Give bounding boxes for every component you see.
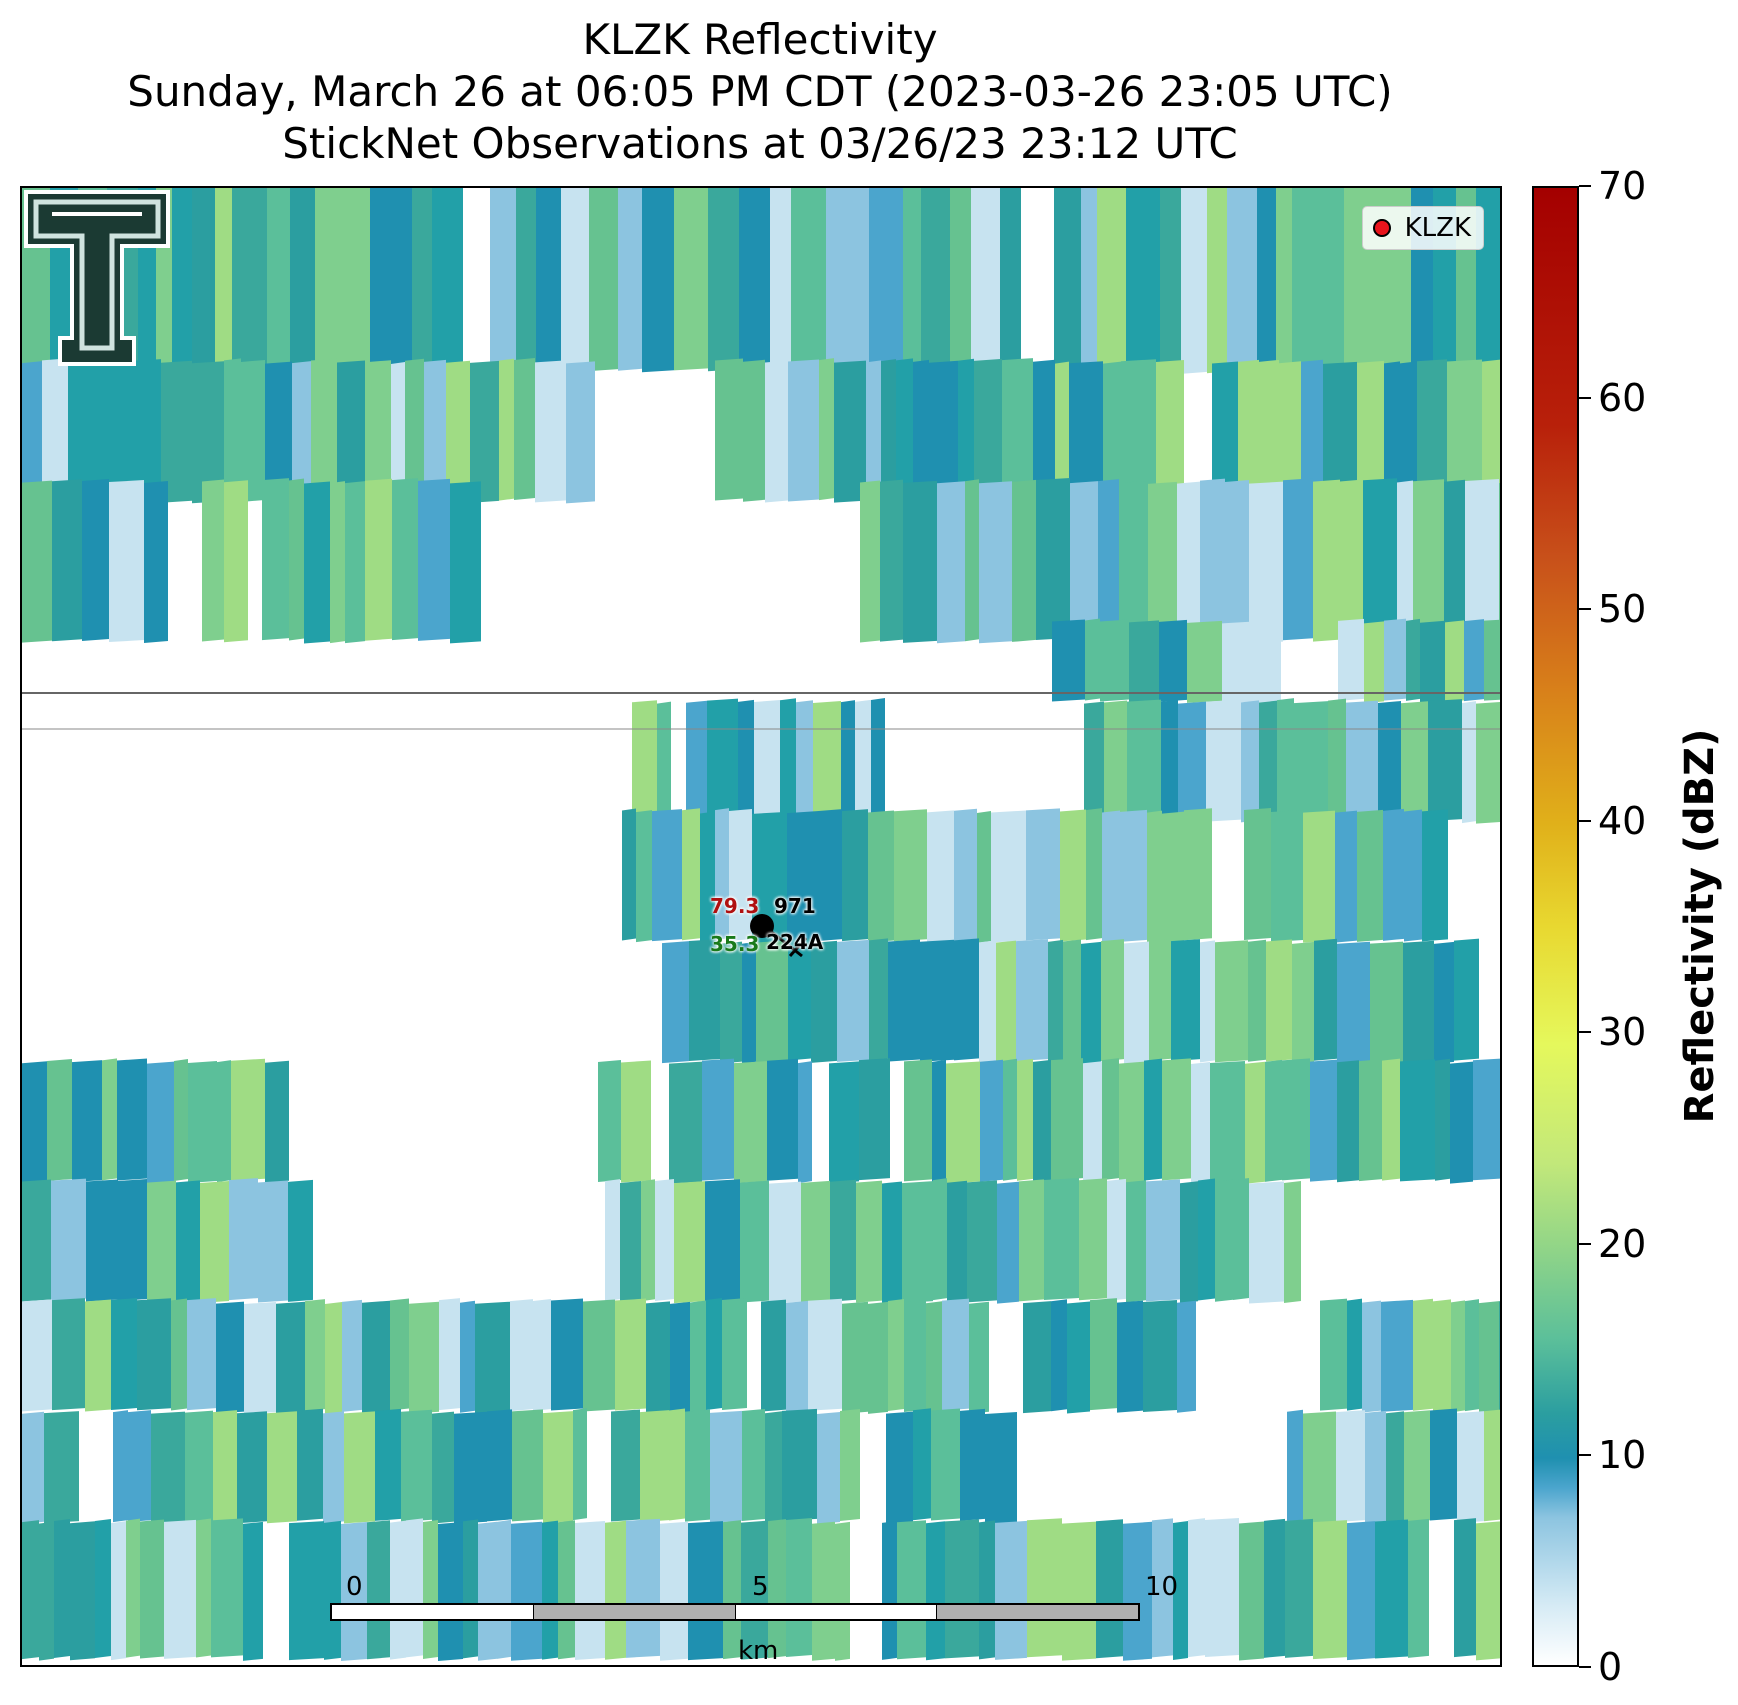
map-overlay	[22, 692, 1500, 958]
colorbar-tick-label: 30	[1598, 1010, 1647, 1055]
colorbar-tick-mark	[1579, 1242, 1591, 1245]
reflectivity-field	[22, 188, 1500, 1661]
scale-tick-10: 10	[1145, 1572, 1179, 1602]
colorbar-tick-mark	[1579, 396, 1591, 399]
colorbar-tick-label: 20	[1598, 1221, 1647, 1266]
scale-tick-0: 0	[346, 1572, 363, 1602]
colorbar-tick-label: 50	[1598, 587, 1647, 632]
colorbar-tick-label: 0	[1598, 1645, 1623, 1689]
colorbar-tick-label: 10	[1598, 1433, 1647, 1478]
colorbar-tick-label: 60	[1598, 375, 1647, 420]
map-legend: KLZK	[1361, 206, 1484, 250]
figure-title: KLZK Reflectivity Sunday, March 26 at 06…	[20, 14, 1500, 170]
title-line-3: StickNet Observations at 03/26/23 23:12 …	[282, 119, 1238, 168]
station-id: 224A	[766, 930, 824, 954]
station-temperature: 79.3	[710, 894, 760, 918]
scale-tick-5: 5	[752, 1572, 769, 1602]
title-line-2: Sunday, March 26 at 06:05 PM CDT (2023-0…	[127, 67, 1393, 116]
title-line-1: KLZK Reflectivity	[582, 15, 938, 64]
texas-tech-logo	[24, 190, 170, 366]
station-marker	[750, 914, 774, 938]
scale-bar	[330, 1603, 1140, 1621]
colorbar-tick-mark	[1579, 608, 1591, 611]
colorbar-tick-mark	[1579, 1031, 1591, 1034]
colorbar-tick-mark	[1579, 185, 1591, 187]
colorbar-title: Reflectivity (dBZ)	[1677, 728, 1723, 1124]
colorbar-tick-mark	[1579, 1454, 1591, 1457]
legend-label: KLZK	[1404, 213, 1471, 243]
colorbar-tick-mark	[1579, 1666, 1591, 1668]
colorbar-tick-label: 70	[1598, 164, 1647, 208]
klzk-marker-icon	[1372, 219, 1391, 237]
colorbar-tick-mark	[1579, 819, 1591, 822]
scale-unit: km	[738, 1636, 779, 1666]
station-dewpoint: 35.3	[710, 932, 760, 956]
colorbar	[1532, 186, 1579, 1667]
station-pressure: 971	[774, 894, 816, 918]
colorbar-tick-label: 40	[1598, 798, 1647, 843]
radar-map: KLZK 79.3 971 35.3 224A	[20, 186, 1502, 1667]
